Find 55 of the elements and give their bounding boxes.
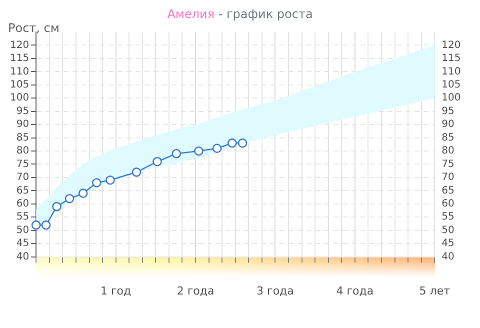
y-tick-label: 65 bbox=[16, 185, 30, 196]
x-tick-label: 5 лет bbox=[419, 284, 451, 298]
y-tick-label: 95 bbox=[16, 106, 30, 117]
y-tick-label: 55 bbox=[16, 212, 30, 223]
y-axis-title: Рост, см bbox=[8, 21, 60, 36]
y2-tick-label: 110 bbox=[442, 66, 461, 78]
y-tick-label: 110 bbox=[10, 66, 30, 78]
y-tick-label: 100 bbox=[10, 92, 30, 104]
point bbox=[238, 138, 248, 148]
y2-tick-label: 90 bbox=[442, 119, 454, 130]
x-tick-label: 4 года bbox=[336, 284, 374, 298]
y2-tick-label: 65 bbox=[442, 185, 454, 196]
point bbox=[78, 188, 88, 198]
point bbox=[172, 149, 182, 158]
y2-tick-label: 55 bbox=[442, 212, 454, 223]
y-tick-label: 115 bbox=[10, 53, 30, 64]
point bbox=[64, 194, 74, 204]
point bbox=[106, 175, 115, 185]
y2-tick-label: 100 bbox=[442, 92, 461, 104]
y2-tick-label: 115 bbox=[442, 53, 461, 64]
y-tick-label: 80 bbox=[16, 146, 30, 157]
y2-tick-label: 45 bbox=[442, 238, 454, 250]
y-tick-label: 105 bbox=[10, 79, 30, 90]
point bbox=[92, 178, 102, 188]
x-tick-label: 3 года bbox=[256, 284, 294, 298]
point bbox=[212, 144, 222, 154]
y-tick-label: 120 bbox=[10, 40, 30, 51]
y2-tick-label: 85 bbox=[442, 132, 454, 144]
y-tick-label: 60 bbox=[16, 198, 30, 210]
point bbox=[31, 220, 41, 230]
y2-tick-label: 50 bbox=[442, 224, 454, 236]
y-tick-label: 50 bbox=[16, 224, 30, 236]
point bbox=[132, 168, 142, 177]
y2-tick-label: 40 bbox=[442, 251, 454, 262]
y-tick-label: 70 bbox=[16, 172, 30, 184]
x-tick-label: 1 год bbox=[100, 284, 132, 298]
point bbox=[228, 138, 237, 148]
y2-tick-label: 70 bbox=[442, 172, 454, 184]
y2-tick-label: 95 bbox=[442, 106, 454, 117]
y-tick-label: 90 bbox=[16, 119, 30, 130]
y2-tick-label: 75 bbox=[442, 158, 454, 170]
y-tick-label: 40 bbox=[16, 251, 30, 262]
x-tick-label: 2 года bbox=[176, 284, 214, 298]
chart-title: Амелия - график роста bbox=[167, 7, 313, 22]
y-tick-label: 85 bbox=[16, 132, 30, 144]
y2-tick-label: 80 bbox=[442, 146, 454, 157]
y2-tick-label: 120 bbox=[442, 40, 461, 51]
y-tick-label: 75 bbox=[16, 158, 30, 170]
point bbox=[152, 156, 162, 166]
y2-tick-label: 105 bbox=[442, 79, 461, 90]
point bbox=[52, 202, 62, 212]
point bbox=[41, 220, 51, 230]
y-tick-label: 45 bbox=[16, 238, 30, 250]
y2-tick-label: 60 bbox=[442, 198, 454, 210]
point bbox=[194, 146, 204, 156]
